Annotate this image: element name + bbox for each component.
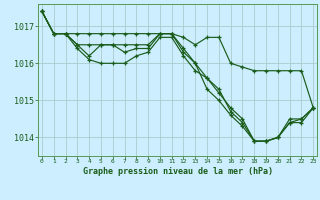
X-axis label: Graphe pression niveau de la mer (hPa): Graphe pression niveau de la mer (hPa): [83, 167, 273, 176]
